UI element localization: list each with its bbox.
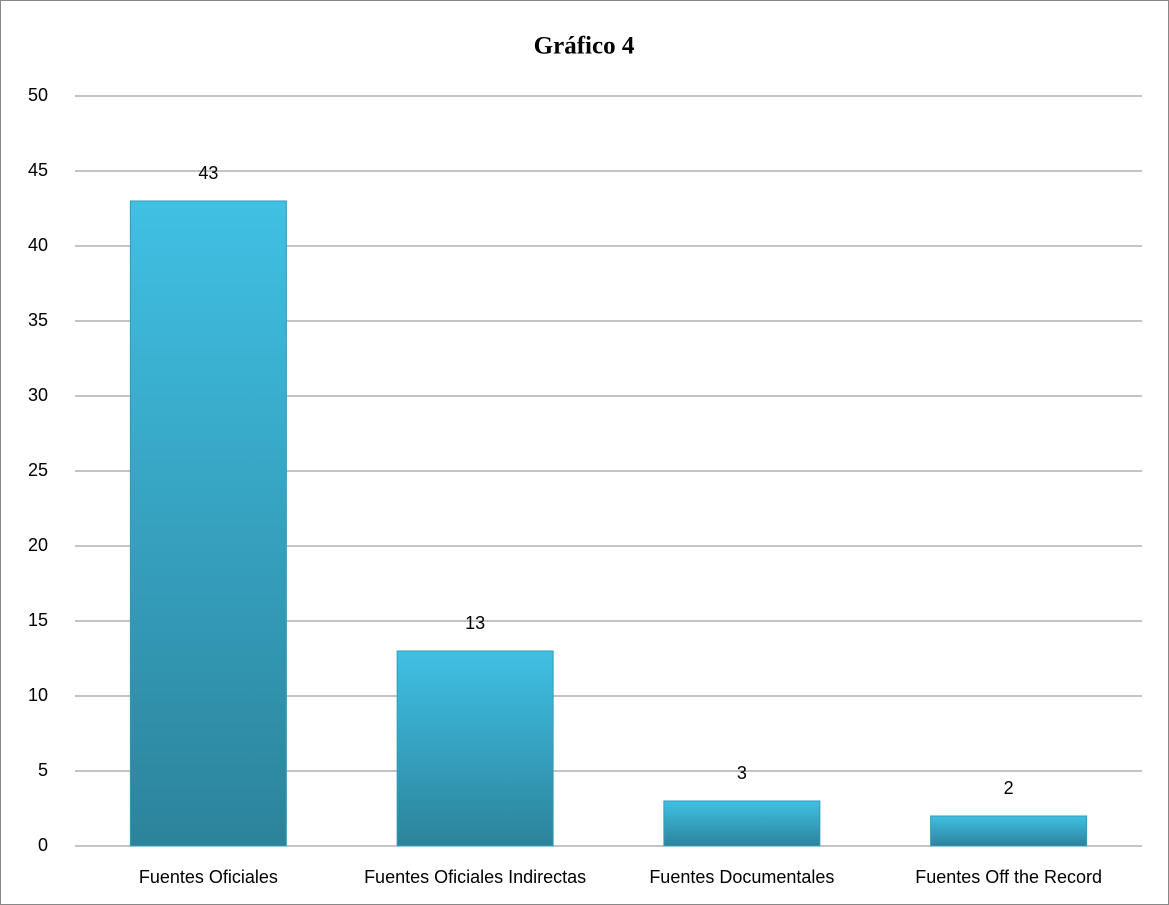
y-tick-label: 5 (38, 760, 48, 780)
y-tick-label: 10 (28, 685, 48, 705)
y-tick-label: 40 (28, 235, 48, 255)
data-label: 3 (737, 763, 747, 783)
y-tick-label: 20 (28, 535, 48, 555)
y-tick-label: 25 (28, 460, 48, 480)
y-tick-label: 15 (28, 610, 48, 630)
y-tick-label: 30 (28, 385, 48, 405)
y-tick-label: 45 (28, 160, 48, 180)
chart-title: Gráfico 4 (534, 33, 635, 60)
bar (129, 200, 287, 847)
bar (396, 650, 554, 847)
y-tick-label: 35 (28, 310, 48, 330)
x-tick-label: Fuentes Off the Record (915, 867, 1102, 887)
x-tick-label: Fuentes Oficiales Indirectas (364, 867, 586, 887)
y-tick-label: 50 (28, 85, 48, 105)
x-tick-label: Fuentes Oficiales (139, 867, 278, 887)
data-label: 43 (198, 163, 218, 183)
bar (930, 815, 1088, 847)
data-label: 2 (1004, 778, 1014, 798)
bar (663, 800, 821, 847)
y-tick-label: 0 (38, 835, 48, 855)
data-label: 13 (465, 613, 485, 633)
x-tick-label: Fuentes Documentales (649, 867, 834, 887)
